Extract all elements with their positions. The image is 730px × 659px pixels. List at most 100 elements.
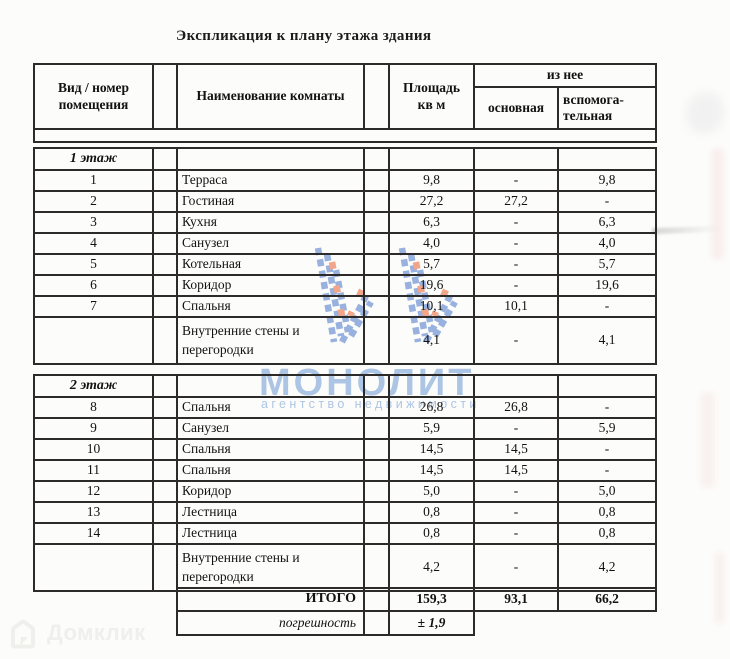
room-main: - [473,253,559,276]
table-row: 5 Котельная 5,7 - 5,7 [33,253,657,276]
error-label: погрешность [176,610,365,636]
totals-aux: 66,2 [557,587,657,612]
table-row: 11 Спальня 14,5 14,5 - [33,459,657,482]
room-main: 14,5 [473,459,559,482]
room-aux: 5,9 [557,417,657,440]
explication-header-table: Вид / номер помещения Наименование комна… [33,63,657,143]
floor1-table: 1 этаж 1 Терраса 9,8 - 9,8 2 Гостиная 27… [33,147,657,365]
spacer-cell [363,169,390,192]
room-area: 26,8 [388,396,475,419]
room-aux: 6,3 [557,211,657,234]
floor2-label-row: 2 этаж [33,374,657,398]
spacer-cell [363,438,390,461]
header-auxiliary: вспомога- тельная [557,86,657,130]
room-aux: - [557,459,657,482]
spacer-cell [363,501,390,524]
room-area: 4,1 [388,316,475,365]
scan-mark [700,392,715,488]
room-aux: 5,7 [557,253,657,276]
room-number: 1 [33,169,154,192]
room-number: 2 [33,190,154,213]
room-name: Котельная [176,253,365,276]
spacer-cell [473,374,559,398]
room-area: 0,8 [388,522,475,545]
page-title: Экспликация к плану этажа здания [176,28,432,44]
scan-mark [711,148,724,260]
spacer-cell [152,374,178,398]
spacer-cell [152,274,178,297]
spacer-cell [388,147,475,171]
room-number: 13 [33,501,154,524]
room-number: 7 [33,295,154,318]
totals-table: ИТОГО 159,3 93,1 66,2 погрешность ± 1,9 [176,587,657,636]
room-aux: 4,2 [557,543,657,592]
table-row: 3 Кухня 6,3 - 6,3 [33,211,657,234]
spacer-cell [152,232,178,255]
header-spacer-row [33,128,657,143]
floor2-table: 2 этаж 8 Спальня 26,8 26,8 - 9 Санузел 5… [33,374,657,592]
room-aux: 0,8 [557,522,657,545]
header-area: Площадь кв м [388,63,475,130]
spacer-cell [363,543,390,592]
room-area: 14,5 [388,459,475,482]
room-name: Спальня [176,438,365,461]
spacer-cell [176,147,365,171]
room-aux: 4,0 [557,232,657,255]
spacer-cell [363,211,390,234]
room-number [33,543,154,592]
room-main: - [473,169,559,192]
floor1-label-row: 1 этаж [33,147,657,171]
scan-streak [651,225,721,235]
room-number: 8 [33,396,154,419]
spacer-cell [176,374,365,398]
room-main: - [473,274,559,297]
room-main: - [473,480,559,503]
spacer-cell [152,147,178,171]
room-aux: - [557,396,657,419]
spacer-cell [363,295,390,318]
spacer-cell [152,316,178,365]
spacer-cell [363,459,390,482]
room-main: - [473,211,559,234]
table-row: 7 Спальня 10,1 10,1 - [33,295,657,318]
room-area: 14,5 [388,438,475,461]
table-row: 4 Санузел 4,0 - 4,0 [33,232,657,255]
table-row: 12 Коридор 5,0 - 5,0 [33,480,657,503]
spacer-cell [152,295,178,318]
spacer-cell [363,587,390,612]
header-spacer-cell [152,63,178,130]
room-name: Внутренние стены и перегородки [176,543,365,592]
totals-label: ИТОГО [176,587,365,612]
table-row: 10 Спальня 14,5 14,5 - [33,438,657,461]
error-value: ± 1,9 [388,610,475,636]
totals-main: 93,1 [473,587,559,612]
spacer-cell [152,169,178,192]
spacer-cell [152,190,178,213]
room-area: 5,0 [388,480,475,503]
spacer-cell [363,396,390,419]
room-name: Коридор [176,274,365,297]
room-area: 9,8 [388,169,475,192]
table-row: 8 Спальня 26,8 26,8 - [33,396,657,419]
empty-cell [558,611,656,635]
room-name: Лестница [176,501,365,524]
spacer-cell [152,417,178,440]
room-main: - [473,316,559,365]
room-name: Спальня [176,459,365,482]
domclick-watermark: Домклик [8,617,146,649]
spacer-cell [473,147,559,171]
spacer-cell [363,522,390,545]
spacer-cell [557,374,657,398]
table-row: 2 Гостиная 27,2 27,2 - [33,190,657,213]
room-main: - [473,522,559,545]
table-row: Внутренние стены и перегородки 4,2 - 4,2 [33,543,657,592]
room-aux: 4,1 [557,316,657,365]
header-main: основная [473,86,559,130]
table-row: Внутренние стены и перегородки 4,1 - 4,1 [33,316,657,365]
room-main: - [473,501,559,524]
spacer-cell [363,147,390,171]
room-main: 14,5 [473,438,559,461]
room-number: 6 [33,274,154,297]
room-name: Кухня [176,211,365,234]
room-aux: 0,8 [557,501,657,524]
